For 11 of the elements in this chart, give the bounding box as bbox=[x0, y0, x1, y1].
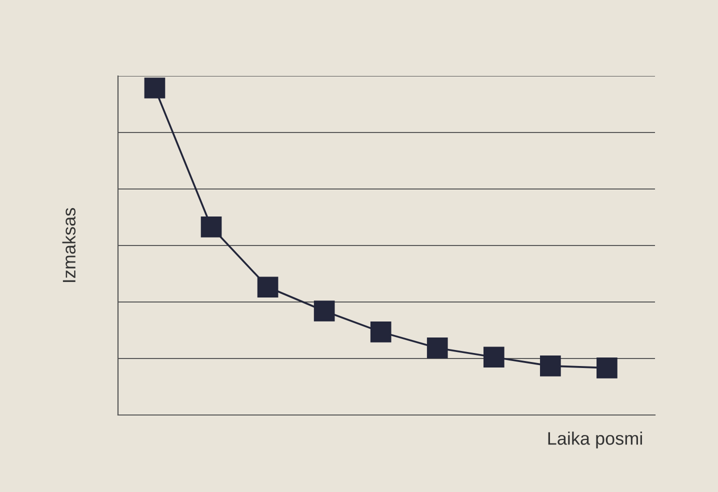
point bbox=[144, 78, 166, 98]
point bbox=[370, 322, 392, 342]
point bbox=[426, 338, 448, 358]
point bbox=[483, 346, 504, 368]
point bbox=[540, 356, 561, 376]
point bbox=[596, 357, 618, 378]
point bbox=[314, 300, 335, 322]
point bbox=[257, 276, 278, 298]
x-axis-title: Laika posmi bbox=[548, 432, 642, 448]
point bbox=[200, 216, 222, 238]
y-axis-title: Izmaksas bbox=[62, 208, 76, 282]
